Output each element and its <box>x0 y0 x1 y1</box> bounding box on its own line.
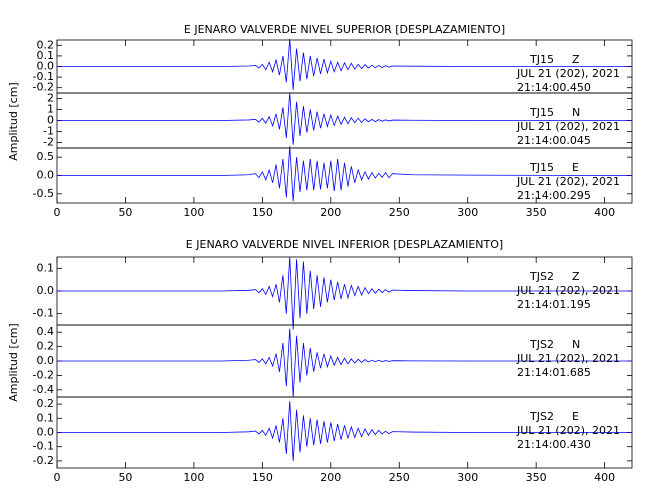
channel-label: N <box>572 338 580 351</box>
time-label: 21:14:00.045 <box>517 134 591 147</box>
x-tick-label: 50 <box>118 471 132 484</box>
x-tick-label: 0 <box>54 206 61 219</box>
y-tick-label: 0.1 <box>37 49 55 62</box>
date-label: JUL 21 (202), 2021 <box>516 120 620 133</box>
x-tick-label: 150 <box>252 471 273 484</box>
y-tick-label: 0.2 <box>37 340 55 353</box>
y-tick-label: -0.2 <box>33 81 54 94</box>
station-label: TJ15 <box>529 106 554 119</box>
y-tick-label: 0.2 <box>37 38 55 51</box>
station-label: TJS2 <box>529 338 554 351</box>
x-tick-label: 400 <box>594 206 615 219</box>
y-tick-label: 0.0 <box>37 60 55 73</box>
date-label: JUL 21 (202), 2021 <box>516 352 620 365</box>
y-tick-label: 0 <box>47 114 54 127</box>
channel-label: N <box>572 106 580 119</box>
x-tick-label: 0 <box>54 471 61 484</box>
channel-label: Z <box>572 270 580 283</box>
date-label: JUL 21 (202), 2021 <box>516 424 620 437</box>
x-tick-label: 300 <box>457 206 478 219</box>
y-tick-label: 0.1 <box>37 411 55 424</box>
x-tick-label: 150 <box>252 206 273 219</box>
channel-label: E <box>572 410 579 423</box>
time-label: 21:14:00.450 <box>517 81 591 94</box>
channel-label: E <box>572 161 579 174</box>
y-tick-label: -2 <box>43 136 54 149</box>
station-label: TJS2 <box>529 410 554 423</box>
chart-title: E JENARO VALVERDE NIVEL SUPERIOR [DESPLA… <box>184 23 505 36</box>
x-tick-label: 250 <box>389 206 410 219</box>
x-tick-label: 200 <box>320 471 341 484</box>
y-tick-label: -0.2 <box>33 368 54 381</box>
date-label: JUL 21 (202), 2021 <box>516 284 620 297</box>
x-tick-label: 250 <box>389 471 410 484</box>
y-tick-label: 0.0 <box>37 426 55 439</box>
x-tick-label: 100 <box>183 471 204 484</box>
channel-label: Z <box>572 53 580 66</box>
y-tick-label: 1 <box>47 103 54 116</box>
chart-title: E JENARO VALVERDE NIVEL INFERIOR [DESPLA… <box>186 238 503 251</box>
y-tick-label: 0.0 <box>37 169 55 182</box>
station-label: TJS2 <box>529 270 554 283</box>
y-tick-label: 2 <box>47 92 54 105</box>
waveform <box>57 146 633 202</box>
station-label: TJ15 <box>529 53 554 66</box>
y-tick-label: -0.1 <box>33 70 54 83</box>
y-tick-label: 0.2 <box>37 397 55 410</box>
time-label: 21:14:00.430 <box>517 438 591 451</box>
y-tick-label: -1 <box>43 125 54 138</box>
y-tick-label: -0.5 <box>33 187 54 200</box>
y-tick-label: -0.1 <box>33 440 54 453</box>
time-label: 21:14:01.195 <box>517 298 591 311</box>
waveform <box>57 256 632 330</box>
waveform <box>57 328 632 398</box>
y-tick-label: -0.1 <box>33 307 54 320</box>
y-tick-label: -0.2 <box>33 454 54 467</box>
waveform <box>57 401 632 461</box>
time-label: 21:14:01.685 <box>517 366 591 379</box>
y-tick-label: 0.0 <box>37 284 55 297</box>
time-label: 21:14:00.295 <box>517 189 591 202</box>
y-axis-label: Amplitud [cm] <box>7 82 20 160</box>
x-tick-label: 400 <box>594 471 615 484</box>
waveform <box>57 92 632 145</box>
x-tick-label: 50 <box>118 206 132 219</box>
date-label: JUL 21 (202), 2021 <box>516 175 620 188</box>
date-label: JUL 21 (202), 2021 <box>516 67 620 80</box>
y-tick-label: 0.1 <box>37 261 55 274</box>
x-tick-label: 350 <box>526 471 547 484</box>
y-tick-label: 0.4 <box>37 325 55 338</box>
y-axis-label: Amplitud [cm] <box>7 323 20 401</box>
x-tick-label: 350 <box>526 206 547 219</box>
x-tick-label: 300 <box>457 471 478 484</box>
x-tick-label: 200 <box>320 206 341 219</box>
y-tick-label: 0.0 <box>37 354 55 367</box>
y-tick-label: -0.4 <box>33 383 54 396</box>
x-tick-label: 100 <box>183 206 204 219</box>
station-label: TJ15 <box>529 161 554 174</box>
waveform <box>57 38 632 90</box>
y-tick-label: 0.5 <box>37 150 55 163</box>
